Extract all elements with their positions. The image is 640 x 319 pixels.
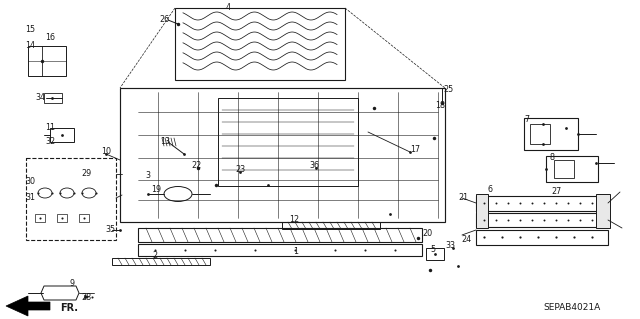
Bar [79, 214, 89, 222]
Text: 35: 35 [105, 226, 115, 234]
Bar [476, 196, 608, 211]
Text: 14: 14 [25, 41, 35, 50]
Bar [554, 160, 574, 178]
Text: FR.: FR. [60, 303, 78, 313]
Text: 8: 8 [550, 153, 554, 162]
Text: 4: 4 [225, 4, 230, 12]
Text: 22: 22 [191, 161, 201, 170]
Bar [530, 124, 550, 144]
Text: 5: 5 [431, 246, 436, 255]
Text: 30: 30 [25, 177, 35, 187]
Text: 26: 26 [159, 16, 169, 25]
Text: 28: 28 [81, 293, 91, 301]
Text: 7: 7 [524, 115, 529, 124]
Text: 2: 2 [152, 250, 157, 259]
Text: 31: 31 [25, 194, 35, 203]
Text: 25: 25 [443, 85, 453, 94]
Text: 13: 13 [160, 137, 170, 146]
Text: 23: 23 [235, 166, 245, 174]
Bar [112, 258, 210, 265]
Bar [476, 213, 608, 227]
Text: 29: 29 [81, 169, 91, 179]
Polygon shape [6, 296, 50, 316]
Text: 32: 32 [45, 137, 55, 146]
Text: 18: 18 [435, 101, 445, 110]
Text: 10: 10 [101, 147, 111, 157]
Text: 33: 33 [445, 241, 455, 250]
Bar [476, 230, 608, 245]
Text: 15: 15 [25, 26, 35, 34]
Bar [50, 128, 74, 142]
Text: 27: 27 [551, 188, 561, 197]
Bar [138, 228, 422, 242]
Bar [218, 98, 358, 186]
Bar [426, 248, 444, 260]
Bar [596, 194, 610, 228]
Text: 24: 24 [461, 235, 471, 244]
Text: 36: 36 [309, 161, 319, 170]
Bar [476, 194, 488, 228]
Text: 20: 20 [422, 229, 432, 239]
Bar [138, 244, 422, 256]
Text: 1: 1 [294, 248, 298, 256]
Bar [26, 158, 116, 240]
Text: 6: 6 [488, 186, 493, 195]
Text: SEPAB4021A: SEPAB4021A [543, 303, 600, 313]
Bar [35, 214, 45, 222]
Bar [546, 156, 598, 182]
Bar [282, 222, 380, 229]
Text: 11: 11 [45, 123, 55, 132]
Bar [44, 93, 62, 103]
Text: 17: 17 [410, 145, 420, 154]
Text: 12: 12 [289, 216, 299, 225]
Bar [175, 8, 345, 80]
Text: 9: 9 [69, 278, 75, 287]
Text: 3: 3 [145, 170, 150, 180]
Text: 34: 34 [35, 93, 45, 102]
Bar [28, 46, 66, 76]
Text: 16: 16 [45, 33, 55, 42]
Text: 19: 19 [151, 186, 161, 195]
Bar [57, 214, 67, 222]
Bar [524, 118, 578, 150]
Text: 21: 21 [458, 194, 468, 203]
